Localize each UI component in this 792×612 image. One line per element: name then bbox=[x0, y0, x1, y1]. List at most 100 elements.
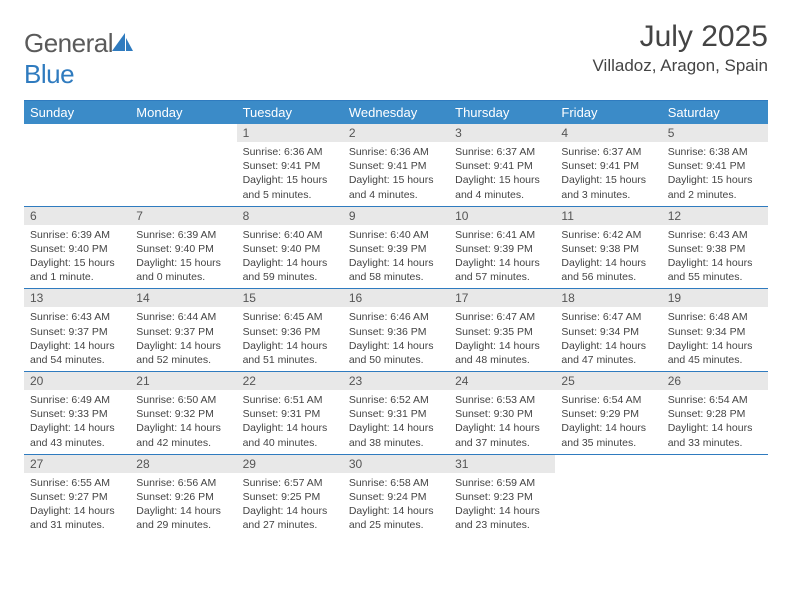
day-details: Sunrise: 6:43 AMSunset: 9:38 PMDaylight:… bbox=[662, 225, 768, 289]
calendar-day: 9Sunrise: 6:40 AMSunset: 9:39 PMDaylight… bbox=[343, 206, 449, 289]
day-details: Sunrise: 6:57 AMSunset: 9:25 PMDaylight:… bbox=[237, 473, 343, 537]
weekday-header: Monday bbox=[130, 101, 236, 125]
calendar-table: SundayMondayTuesdayWednesdayThursdayFrid… bbox=[24, 100, 768, 536]
calendar-week: 20Sunrise: 6:49 AMSunset: 9:33 PMDayligh… bbox=[24, 372, 768, 455]
calendar-day: 23Sunrise: 6:52 AMSunset: 9:31 PMDayligh… bbox=[343, 372, 449, 455]
day-details: Sunrise: 6:44 AMSunset: 9:37 PMDaylight:… bbox=[130, 307, 236, 371]
calendar-day: 29Sunrise: 6:57 AMSunset: 9:25 PMDayligh… bbox=[237, 454, 343, 536]
day-number: 29 bbox=[237, 455, 343, 473]
day-details: Sunrise: 6:47 AMSunset: 9:34 PMDaylight:… bbox=[555, 307, 661, 371]
day-number: 5 bbox=[662, 124, 768, 142]
day-details: Sunrise: 6:39 AMSunset: 9:40 PMDaylight:… bbox=[130, 225, 236, 289]
day-details: Sunrise: 6:59 AMSunset: 9:23 PMDaylight:… bbox=[449, 473, 555, 537]
day-details: Sunrise: 6:40 AMSunset: 9:40 PMDaylight:… bbox=[237, 225, 343, 289]
day-number: 24 bbox=[449, 372, 555, 390]
calendar-day: 20Sunrise: 6:49 AMSunset: 9:33 PMDayligh… bbox=[24, 372, 130, 455]
day-number: 1 bbox=[237, 124, 343, 142]
day-details: Sunrise: 6:37 AMSunset: 9:41 PMDaylight:… bbox=[555, 142, 661, 206]
weekday-header: Thursday bbox=[449, 101, 555, 125]
calendar-day: 1Sunrise: 6:36 AMSunset: 9:41 PMDaylight… bbox=[237, 124, 343, 206]
weekday-header: Wednesday bbox=[343, 101, 449, 125]
day-number: 6 bbox=[24, 207, 130, 225]
day-details: Sunrise: 6:37 AMSunset: 9:41 PMDaylight:… bbox=[449, 142, 555, 206]
calendar-day: 11Sunrise: 6:42 AMSunset: 9:38 PMDayligh… bbox=[555, 206, 661, 289]
day-number: 19 bbox=[662, 289, 768, 307]
calendar-day: 6Sunrise: 6:39 AMSunset: 9:40 PMDaylight… bbox=[24, 206, 130, 289]
weekday-header: Friday bbox=[555, 101, 661, 125]
day-number: 18 bbox=[555, 289, 661, 307]
calendar-day: 15Sunrise: 6:45 AMSunset: 9:36 PMDayligh… bbox=[237, 289, 343, 372]
day-number: 14 bbox=[130, 289, 236, 307]
day-number: 20 bbox=[24, 372, 130, 390]
calendar-day: 30Sunrise: 6:58 AMSunset: 9:24 PMDayligh… bbox=[343, 454, 449, 536]
day-details: Sunrise: 6:45 AMSunset: 9:36 PMDaylight:… bbox=[237, 307, 343, 371]
day-number: 4 bbox=[555, 124, 661, 142]
day-number: 9 bbox=[343, 207, 449, 225]
calendar-day: 25Sunrise: 6:54 AMSunset: 9:29 PMDayligh… bbox=[555, 372, 661, 455]
day-details: Sunrise: 6:55 AMSunset: 9:27 PMDaylight:… bbox=[24, 473, 130, 537]
location-label: Villadoz, Aragon, Spain bbox=[593, 56, 768, 76]
calendar-day: 3Sunrise: 6:37 AMSunset: 9:41 PMDaylight… bbox=[449, 124, 555, 206]
weekday-header: Sunday bbox=[24, 101, 130, 125]
day-details: Sunrise: 6:36 AMSunset: 9:41 PMDaylight:… bbox=[237, 142, 343, 206]
day-details: Sunrise: 6:46 AMSunset: 9:36 PMDaylight:… bbox=[343, 307, 449, 371]
brand-part2: Blue bbox=[24, 59, 74, 89]
day-details: Sunrise: 6:36 AMSunset: 9:41 PMDaylight:… bbox=[343, 142, 449, 206]
calendar-week: 27Sunrise: 6:55 AMSunset: 9:27 PMDayligh… bbox=[24, 454, 768, 536]
day-details: Sunrise: 6:53 AMSunset: 9:30 PMDaylight:… bbox=[449, 390, 555, 454]
day-details: Sunrise: 6:54 AMSunset: 9:29 PMDaylight:… bbox=[555, 390, 661, 454]
day-number: 31 bbox=[449, 455, 555, 473]
calendar-day: 21Sunrise: 6:50 AMSunset: 9:32 PMDayligh… bbox=[130, 372, 236, 455]
day-number: 23 bbox=[343, 372, 449, 390]
day-number: 8 bbox=[237, 207, 343, 225]
day-details: Sunrise: 6:41 AMSunset: 9:39 PMDaylight:… bbox=[449, 225, 555, 289]
calendar-day: 31Sunrise: 6:59 AMSunset: 9:23 PMDayligh… bbox=[449, 454, 555, 536]
day-number: 17 bbox=[449, 289, 555, 307]
day-number: 3 bbox=[449, 124, 555, 142]
day-details: Sunrise: 6:49 AMSunset: 9:33 PMDaylight:… bbox=[24, 390, 130, 454]
calendar-day: 5Sunrise: 6:38 AMSunset: 9:41 PMDaylight… bbox=[662, 124, 768, 206]
calendar-day: 16Sunrise: 6:46 AMSunset: 9:36 PMDayligh… bbox=[343, 289, 449, 372]
brand-part1: General bbox=[24, 28, 113, 58]
day-number: 28 bbox=[130, 455, 236, 473]
day-number: 27 bbox=[24, 455, 130, 473]
day-number: 11 bbox=[555, 207, 661, 225]
calendar-day: 24Sunrise: 6:53 AMSunset: 9:30 PMDayligh… bbox=[449, 372, 555, 455]
day-number: 2 bbox=[343, 124, 449, 142]
sail-icon bbox=[111, 32, 135, 52]
weekday-header: Tuesday bbox=[237, 101, 343, 125]
day-number: 10 bbox=[449, 207, 555, 225]
day-details: Sunrise: 6:47 AMSunset: 9:35 PMDaylight:… bbox=[449, 307, 555, 371]
brand-text: GeneralBlue bbox=[24, 28, 135, 90]
calendar-day: 18Sunrise: 6:47 AMSunset: 9:34 PMDayligh… bbox=[555, 289, 661, 372]
day-number: 25 bbox=[555, 372, 661, 390]
calendar-empty bbox=[130, 124, 236, 206]
calendar-day: 13Sunrise: 6:43 AMSunset: 9:37 PMDayligh… bbox=[24, 289, 130, 372]
calendar-empty bbox=[24, 124, 130, 206]
weekday-header: Saturday bbox=[662, 101, 768, 125]
day-number: 22 bbox=[237, 372, 343, 390]
calendar-day: 17Sunrise: 6:47 AMSunset: 9:35 PMDayligh… bbox=[449, 289, 555, 372]
page-header: GeneralBlue July 2025 Villadoz, Aragon, … bbox=[24, 20, 768, 90]
calendar-day: 22Sunrise: 6:51 AMSunset: 9:31 PMDayligh… bbox=[237, 372, 343, 455]
calendar-week: 1Sunrise: 6:36 AMSunset: 9:41 PMDaylight… bbox=[24, 124, 768, 206]
calendar-week: 13Sunrise: 6:43 AMSunset: 9:37 PMDayligh… bbox=[24, 289, 768, 372]
calendar-day: 8Sunrise: 6:40 AMSunset: 9:40 PMDaylight… bbox=[237, 206, 343, 289]
calendar-day: 4Sunrise: 6:37 AMSunset: 9:41 PMDaylight… bbox=[555, 124, 661, 206]
day-number: 30 bbox=[343, 455, 449, 473]
calendar-day: 27Sunrise: 6:55 AMSunset: 9:27 PMDayligh… bbox=[24, 454, 130, 536]
calendar-day: 26Sunrise: 6:54 AMSunset: 9:28 PMDayligh… bbox=[662, 372, 768, 455]
day-details: Sunrise: 6:56 AMSunset: 9:26 PMDaylight:… bbox=[130, 473, 236, 537]
calendar-header-row: SundayMondayTuesdayWednesdayThursdayFrid… bbox=[24, 101, 768, 125]
calendar-day: 10Sunrise: 6:41 AMSunset: 9:39 PMDayligh… bbox=[449, 206, 555, 289]
calendar-day: 2Sunrise: 6:36 AMSunset: 9:41 PMDaylight… bbox=[343, 124, 449, 206]
day-details: Sunrise: 6:40 AMSunset: 9:39 PMDaylight:… bbox=[343, 225, 449, 289]
calendar-week: 6Sunrise: 6:39 AMSunset: 9:40 PMDaylight… bbox=[24, 206, 768, 289]
day-number: 7 bbox=[130, 207, 236, 225]
calendar-day: 28Sunrise: 6:56 AMSunset: 9:26 PMDayligh… bbox=[130, 454, 236, 536]
brand-logo: GeneralBlue bbox=[24, 28, 135, 90]
calendar-empty bbox=[662, 454, 768, 536]
calendar-day: 12Sunrise: 6:43 AMSunset: 9:38 PMDayligh… bbox=[662, 206, 768, 289]
calendar-empty bbox=[555, 454, 661, 536]
day-number: 16 bbox=[343, 289, 449, 307]
